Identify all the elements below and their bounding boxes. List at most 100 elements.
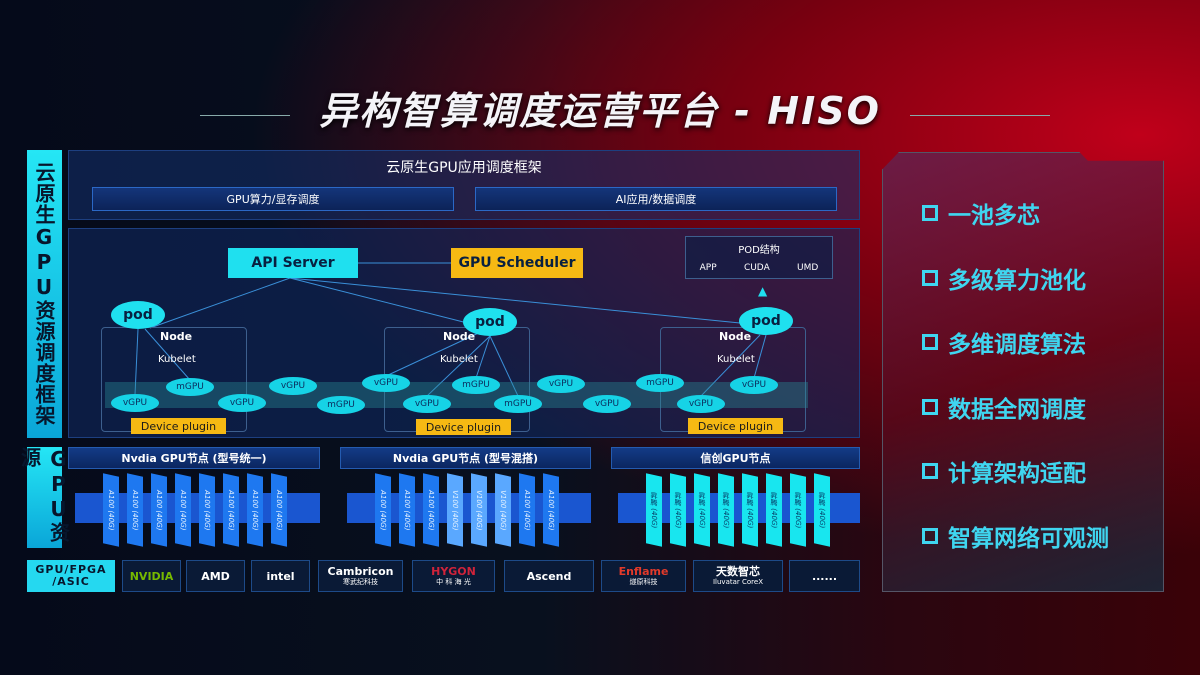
pod-ellipse: pod — [739, 307, 793, 335]
gpu-card: A100 (40G) — [375, 473, 391, 547]
node-label: Node — [443, 330, 476, 343]
virtual-gpu: vGPU — [537, 375, 585, 393]
gpu-group-title: 信创GPU节点 — [611, 447, 860, 469]
virtual-gpu: vGPU — [677, 395, 725, 413]
feature-item: 多级算力池化 — [922, 261, 1086, 295]
gpu-group-title: Nvdia GPU节点 (型号统一) — [68, 447, 320, 469]
checkbox-square-icon — [922, 334, 938, 350]
virtual-gpu: mGPU — [636, 374, 684, 392]
feature-item: 一池多芯 — [922, 196, 1040, 230]
kubelet-label: Kubelet — [158, 354, 196, 365]
gpu-card: V100 (40G) — [495, 473, 511, 547]
vendor-name: NVIDIA — [129, 569, 174, 583]
virtual-gpu: mGPU — [494, 395, 542, 413]
feature-item: 多维调度算法 — [922, 325, 1086, 359]
virtual-gpu: vGPU — [583, 395, 631, 413]
vendor-name: Ascend — [526, 569, 572, 583]
vendor-logo: Ascend — [504, 560, 594, 592]
resources-side-label: GPU资源 — [18, 447, 71, 548]
gpu-card: A100 (40G) — [175, 473, 191, 547]
gpu-scheduler-box: GPU Scheduler — [451, 248, 583, 278]
gpu-card: V100 (40G) — [471, 473, 487, 547]
device-plugin-box: Device plugin — [688, 418, 783, 434]
gpu-compute-scheduling: GPU算力/显存调度 — [92, 187, 454, 211]
framework-title: 云原生GPU应用调度框架 — [386, 160, 542, 176]
gpu-card: A100 (40G) — [247, 473, 263, 547]
vendor-logo: AMD — [186, 560, 245, 592]
features-panel — [882, 152, 1164, 592]
vendor-name: AMD — [201, 569, 230, 583]
gpu-card: 昇腾 (40G) — [718, 473, 734, 547]
checkbox-square-icon — [922, 398, 938, 415]
framework-side-label: 云原生GPU资源调度框架 — [27, 150, 62, 438]
device-plugin-box: Device plugin — [131, 418, 226, 434]
kubelet-label: Kubelet — [440, 354, 478, 365]
api-server-box: API Server — [228, 248, 358, 278]
gpu-card: 昇腾 (40G) — [670, 473, 686, 547]
virtual-gpu: vGPU — [218, 394, 266, 412]
vendor-name: intel — [266, 569, 295, 583]
feature-label: 数据全网调度 — [948, 396, 1086, 423]
vendor-name: 天数智芯 — [716, 565, 760, 578]
node-label: Node — [160, 330, 193, 343]
vendor-subtitle: 中 科 海 光 — [436, 578, 471, 586]
gpu-card: 昇腾 (40G) — [742, 473, 758, 547]
page-title: 异构智算调度运营平台 - HISO — [319, 89, 881, 133]
pod-structure-umd: UMD — [797, 263, 819, 273]
virtual-gpu: mGPU — [317, 396, 365, 414]
gpu-card: A100 (40G) — [223, 473, 239, 547]
vendor-logo: HYGON 中 科 海 光 — [412, 560, 495, 592]
gpu-card: A100 (40G) — [151, 473, 167, 547]
gpu-card: V100 (40G) — [447, 473, 463, 547]
gpu-card: 昇腾 (40G) — [790, 473, 806, 547]
gpu-group-title: Nvdia GPU节点 (型号混搭) — [340, 447, 591, 469]
virtual-gpu: vGPU — [730, 376, 778, 394]
gpu-card: A100 (40G) — [127, 473, 143, 547]
checkbox-square-icon — [922, 269, 938, 286]
vendor-logo: ...... — [789, 560, 860, 592]
virtual-gpu: vGPU — [403, 395, 451, 413]
gpu-card: 昇腾 (40G) — [646, 473, 662, 547]
feature-label: 智算网络可观测 — [948, 525, 1109, 552]
ai-data-scheduling: AI应用/数据调度 — [475, 187, 837, 211]
gpu-card: 昇腾 (40G) — [766, 473, 782, 547]
feature-label: 多维调度算法 — [948, 332, 1086, 358]
title-deco-right — [910, 115, 1050, 116]
vendor-subtitle: Iluvatar CoreX — [712, 578, 763, 586]
pod-structure-box: POD结构 APP CUDA UMD — [685, 236, 833, 279]
gpu-card: 昇腾 (40G) — [694, 473, 710, 547]
gpu-card: 昇腾 (40G) — [814, 473, 830, 547]
vendor-name: HYGON — [431, 565, 476, 578]
node-label: Node — [719, 330, 752, 343]
feature-label: 一池多芯 — [948, 203, 1040, 229]
feature-item: 数据全网调度 — [922, 390, 1086, 424]
pod-ellipse: pod — [463, 308, 517, 336]
virtual-gpu: mGPU — [166, 378, 214, 396]
vendor-logo: 天数智芯 Iluvatar CoreX — [693, 560, 783, 592]
framework-panel: 云原生GPU应用调度框架 GPU算力/显存调度 AI应用/数据调度 — [68, 150, 860, 220]
checkbox-square-icon — [922, 205, 938, 221]
feature-label: 计算架构适配 — [948, 461, 1086, 487]
gpu-card: A100 (40G) — [199, 473, 215, 547]
arrow-up-icon: ▲ — [758, 284, 768, 298]
vendor-subtitle: 寒武纪科技 — [343, 578, 378, 586]
pod-structure-app: APP — [699, 263, 717, 273]
feature-item: 智算网络可观测 — [922, 519, 1109, 553]
checkbox-square-icon — [922, 527, 938, 544]
gpu-card: A100 (40G) — [103, 473, 119, 547]
pod-structure-title: POD结构 — [738, 245, 780, 256]
virtual-gpu: mGPU — [452, 376, 500, 394]
gpu-card: A100 (40G) — [543, 473, 559, 547]
vendor-logo: Cambricon 寒武纪科技 — [318, 560, 403, 592]
virtual-gpu: vGPU — [269, 377, 317, 395]
gpu-card: A100 (40G) — [399, 473, 415, 547]
virtual-gpu: vGPU — [111, 394, 159, 412]
pod-structure-cuda: CUDA — [743, 263, 770, 273]
vendor-logo: NVIDIA — [122, 560, 181, 592]
device-plugin-box: Device plugin — [416, 419, 511, 435]
title-deco-left — [200, 115, 290, 116]
vendor-name: ...... — [811, 569, 838, 583]
vendor-name: Cambricon — [327, 565, 394, 578]
vendor-logo: intel — [251, 560, 310, 592]
